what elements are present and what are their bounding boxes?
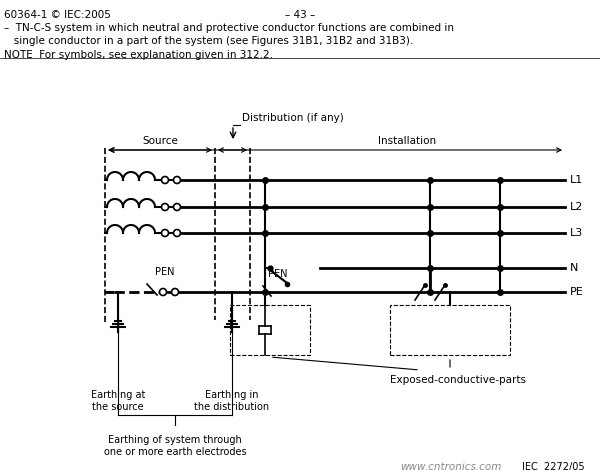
Text: L1: L1 — [570, 175, 583, 185]
Text: single conductor in a part of the system (see Figures 31B1, 31B2 and 31B3).: single conductor in a part of the system… — [4, 36, 413, 46]
Text: IEC  2272/05: IEC 2272/05 — [523, 462, 585, 470]
Text: PEN: PEN — [155, 267, 175, 277]
Bar — [230, 305, 310, 355]
Circle shape — [173, 229, 181, 236]
Text: 60364-1 © IEC:2005: 60364-1 © IEC:2005 — [4, 10, 111, 20]
Text: Exposed-conductive-parts: Exposed-conductive-parts — [390, 375, 526, 385]
Circle shape — [172, 289, 179, 296]
Text: L3: L3 — [570, 228, 583, 238]
Text: N: N — [570, 263, 578, 273]
Circle shape — [161, 204, 169, 211]
Text: Earthing of system through
one or more earth electrodes: Earthing of system through one or more e… — [104, 435, 247, 456]
Text: L2: L2 — [570, 202, 583, 212]
Bar — [390, 305, 510, 355]
Text: Distribution (if any): Distribution (if any) — [242, 113, 344, 123]
Circle shape — [173, 204, 181, 211]
Text: Installation: Installation — [379, 136, 437, 146]
Text: – 43 –: – 43 – — [285, 10, 315, 20]
Circle shape — [173, 177, 181, 183]
Circle shape — [161, 229, 169, 236]
Text: NOTE  For symbols, see explanation given in 312.2.: NOTE For symbols, see explanation given … — [4, 50, 273, 60]
Circle shape — [161, 177, 169, 183]
Text: PEN: PEN — [268, 269, 287, 279]
Text: Earthing in
the distribution: Earthing in the distribution — [194, 390, 269, 412]
Text: PE: PE — [570, 287, 584, 297]
Text: Source: Source — [142, 136, 178, 146]
Text: –  TN-C-S system in which neutral and protective conductor functions are combine: – TN-C-S system in which neutral and pro… — [4, 23, 454, 33]
Text: Earthing at
the source: Earthing at the source — [91, 390, 145, 412]
Text: www.cntronics.com: www.cntronics.com — [400, 462, 502, 470]
Circle shape — [160, 289, 167, 296]
